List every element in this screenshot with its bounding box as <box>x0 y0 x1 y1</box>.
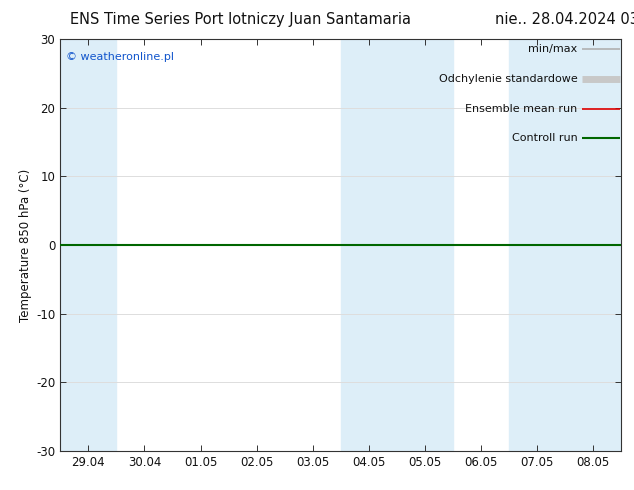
Text: min/max: min/max <box>528 45 578 54</box>
Bar <box>341 39 453 451</box>
Text: nie.. 28.04.2024 03 UTC: nie.. 28.04.2024 03 UTC <box>495 12 634 27</box>
Text: ENS Time Series Port lotniczy Juan Santamaria: ENS Time Series Port lotniczy Juan Santa… <box>70 12 411 27</box>
Bar <box>509 39 621 451</box>
Text: © weatheronline.pl: © weatheronline.pl <box>66 51 174 62</box>
Y-axis label: Temperature 850 hPa (°C): Temperature 850 hPa (°C) <box>19 169 32 321</box>
Text: Ensemble mean run: Ensemble mean run <box>465 104 578 114</box>
Text: Odchylenie standardowe: Odchylenie standardowe <box>439 74 578 84</box>
Bar <box>60 39 117 451</box>
Text: Controll run: Controll run <box>512 133 578 144</box>
